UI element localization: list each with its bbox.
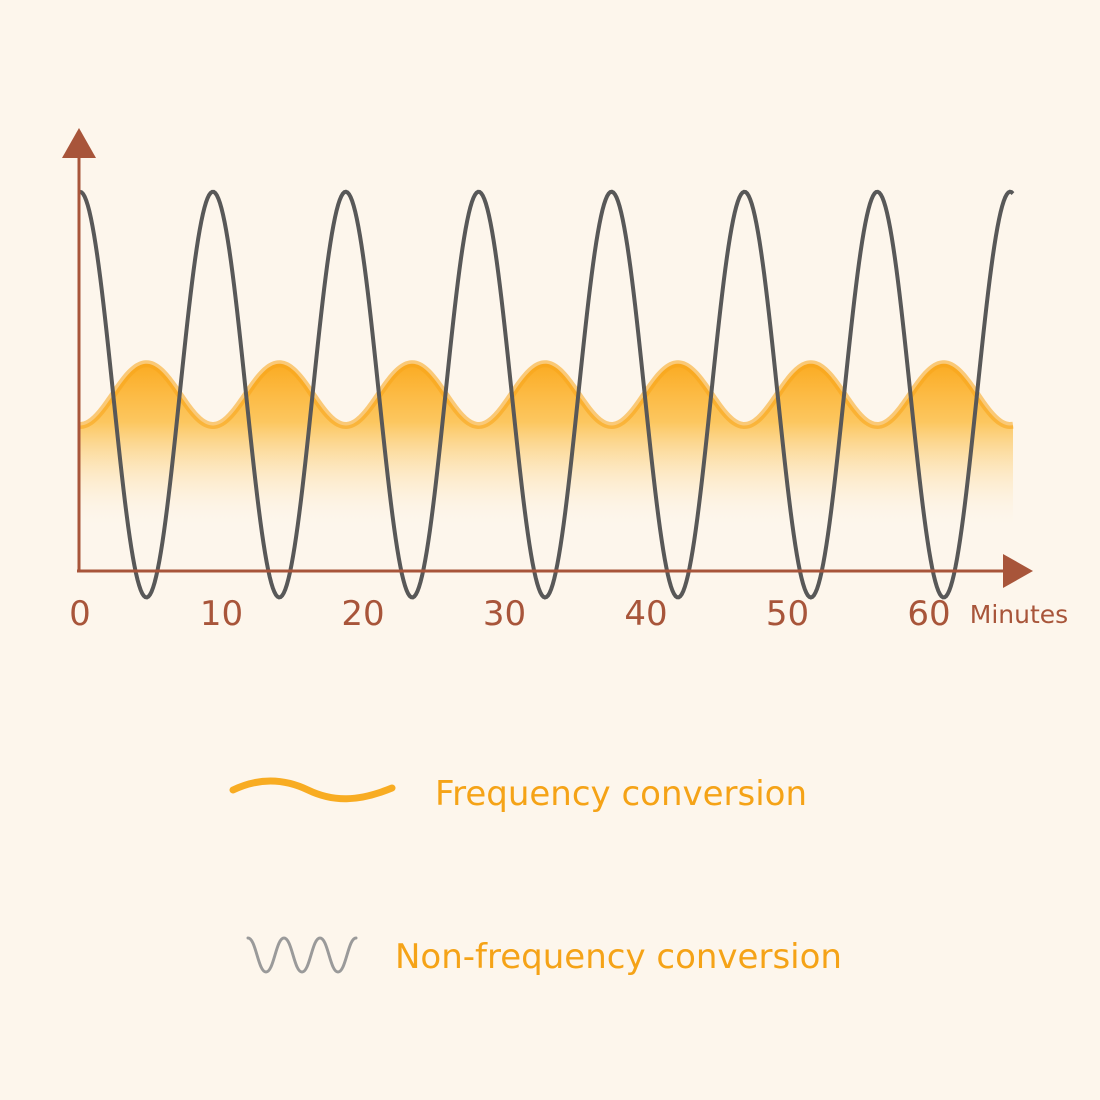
frequency-conversion-area <box>80 363 1013 530</box>
x-tick-label: 20 <box>341 594 384 634</box>
x-axis-label: Minutes <box>970 600 1068 629</box>
zigzag-wave-icon <box>246 936 358 974</box>
x-tick-label: 0 <box>69 594 91 634</box>
legend-item-frequency-conversion: Frequency conversion <box>229 774 807 814</box>
y-axis-arrow-icon <box>62 128 96 158</box>
x-tick-label: 40 <box>624 594 667 634</box>
x-tick-label: 60 <box>907 594 950 634</box>
axes <box>62 128 1033 588</box>
x-axis-arrow-icon <box>1003 554 1033 588</box>
legend-item-non-frequency-conversion: Non-frequency conversion <box>246 936 842 977</box>
wavy-line-icon <box>229 777 396 803</box>
legend: Frequency conversion Non-frequency conve… <box>229 774 842 977</box>
x-tick-label: 50 <box>766 594 809 634</box>
plot-area <box>79 189 1015 600</box>
legend-label-non-frequency-conversion: Non-frequency conversion <box>395 937 842 977</box>
x-tick-label: 10 <box>200 594 243 634</box>
legend-label-frequency-conversion: Frequency conversion <box>435 774 807 814</box>
x-tick-label: 30 <box>483 594 526 634</box>
x-tick-labels: 0 10 20 30 40 50 60 <box>69 594 950 634</box>
non-frequency-conversion-line <box>79 189 1015 600</box>
frequency-conversion-line <box>79 360 1014 429</box>
